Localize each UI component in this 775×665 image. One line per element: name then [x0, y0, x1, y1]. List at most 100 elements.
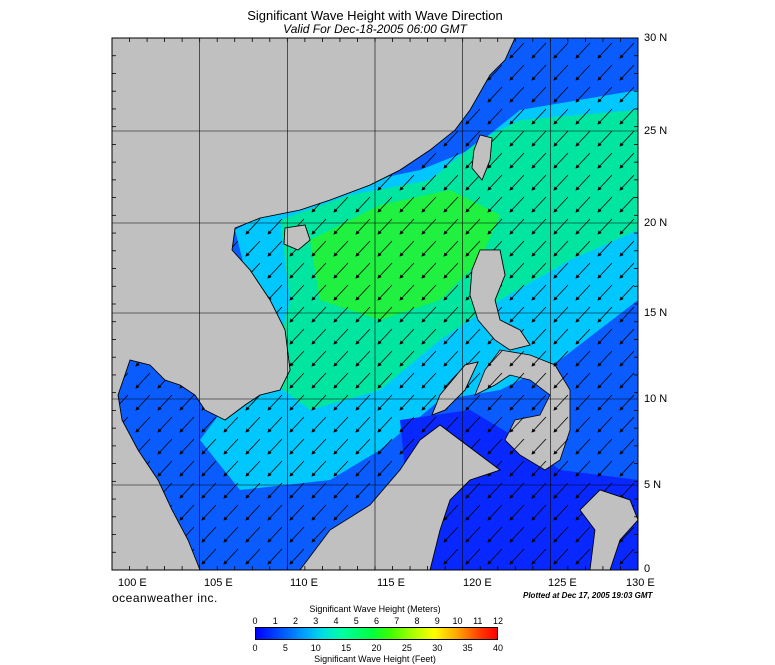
wave-direction-arrow [333, 262, 349, 279]
wave-direction-arrow [377, 350, 393, 367]
lat-label: 20 N [644, 217, 668, 229]
wave-direction-arrow [597, 438, 613, 455]
wave-direction-arrow [333, 460, 349, 477]
wave-direction-arrow [421, 152, 437, 169]
wave-direction-arrow [531, 284, 547, 301]
wave-direction-arrow [333, 416, 349, 433]
map-title: Significant Wave Height with Wave Direct… [247, 8, 503, 23]
wave-direction-arrow [509, 108, 525, 125]
wave-direction-arrow [575, 306, 591, 323]
wave-direction-arrow [465, 328, 481, 345]
colorbar-feet-tick: 15 [341, 643, 352, 653]
wave-direction-arrow [597, 306, 613, 323]
wave-direction-arrow [597, 108, 613, 125]
wave-direction-arrow [421, 306, 437, 323]
wave-direction-arrow [509, 196, 525, 213]
colorbar-meters-tick: 10 [452, 616, 463, 626]
wave-direction-arrow [553, 460, 569, 477]
wave-direction-arrow [597, 174, 613, 191]
wave-direction-arrow [531, 372, 547, 389]
wave-direction-arrow [443, 240, 459, 257]
wave-direction-arrow [575, 152, 591, 169]
wave-direction-arrow [619, 350, 635, 367]
wave-direction-arrow [135, 416, 151, 433]
wave-direction-arrow [619, 218, 635, 235]
wave-direction-arrow [575, 64, 591, 81]
wave-direction-arrow [465, 504, 481, 521]
wave-direction-arrow [575, 460, 591, 477]
wave-direction-arrow [421, 262, 437, 279]
wave-direction-arrow [597, 196, 613, 213]
wave-direction-arrow [509, 372, 525, 389]
wave-direction-arrow [597, 372, 613, 389]
wave-direction-arrow [619, 526, 635, 543]
wave-direction-arrow [575, 328, 591, 345]
wave-direction-arrow [531, 328, 547, 345]
wave-direction-arrow [311, 526, 327, 543]
wave-direction-arrow [399, 196, 415, 213]
wave-direction-arrow [135, 372, 151, 389]
colorbar-feet-tick: 35 [462, 643, 473, 653]
wave-direction-arrow [399, 306, 415, 323]
lat-label: 30 N [644, 32, 668, 44]
wave-direction-arrow [487, 504, 503, 521]
wave-direction-arrow [509, 218, 525, 235]
wave-direction-arrow [421, 328, 437, 345]
lat-label: 10 N [644, 393, 668, 405]
palawan-island [431, 361, 479, 416]
wave-direction-arrow [553, 438, 569, 455]
wave-direction-arrow [553, 284, 569, 301]
wave-direction-arrow [443, 196, 459, 213]
wave-direction-arrow [355, 284, 371, 301]
wave-direction-arrow [355, 196, 371, 213]
wave-direction-arrow [355, 416, 371, 433]
mainland-asia [112, 38, 516, 570]
wave-direction-arrow [597, 42, 613, 59]
wave-direction-arrow [531, 394, 547, 411]
wave-direction-arrow [311, 328, 327, 345]
colorbar-meters-tick: 6 [373, 616, 379, 626]
wave-direction-arrow [443, 262, 459, 279]
wave-direction-arrow [333, 306, 349, 323]
wave-direction-arrow [223, 504, 239, 521]
wave-direction-arrow [509, 284, 525, 301]
wave-direction-arrow [267, 438, 283, 455]
wave-direction-arrow [289, 262, 305, 279]
wave-direction-arrow [531, 86, 547, 103]
wave-direction-arrow [355, 328, 371, 345]
wave-direction-arrow [487, 438, 503, 455]
wave-direction-arrow [421, 174, 437, 191]
wave-direction-arrow [553, 504, 569, 521]
wave-direction-arrow [553, 306, 569, 323]
map-subtitle: Valid For Dec-18-2005 06:00 GMT [283, 22, 467, 36]
colorbar-feet-tick: 40 [492, 643, 503, 653]
wave-direction-arrow [157, 394, 173, 411]
wave-direction-arrow [619, 64, 635, 81]
wave-direction-arrow [179, 416, 195, 433]
wave-direction-arrow [531, 262, 547, 279]
wave-direction-arrow [399, 240, 415, 257]
wave-direction-arrow [575, 350, 591, 367]
wave-direction-arrow [553, 328, 569, 345]
colorbar-meters-tick: 0 [252, 616, 258, 626]
wave-direction-arrow [487, 482, 503, 499]
lon-label: 110 E [290, 577, 318, 589]
wave-direction-arrow [399, 416, 415, 433]
wave-direction-arrow [619, 240, 635, 257]
wave-direction-arrow [465, 108, 481, 125]
wave-direction-arrow [509, 438, 525, 455]
wave-direction-arrow [619, 86, 635, 103]
wave-direction-arrow [487, 526, 503, 543]
wave-direction-arrow [531, 504, 547, 521]
wave-direction-arrow [575, 262, 591, 279]
wave-direction-arrow [553, 196, 569, 213]
wave-direction-arrow [135, 394, 151, 411]
wave-direction-arrow [575, 284, 591, 301]
wave-direction-arrow [553, 108, 569, 125]
wave-direction-arrow [399, 328, 415, 345]
wave-direction-arrow [245, 416, 261, 433]
wave-direction-arrow [619, 328, 635, 345]
wave-direction-arrow [619, 108, 635, 125]
colorbar-feet-tick: 10 [310, 643, 321, 653]
lon-label: 100 E [118, 577, 147, 589]
